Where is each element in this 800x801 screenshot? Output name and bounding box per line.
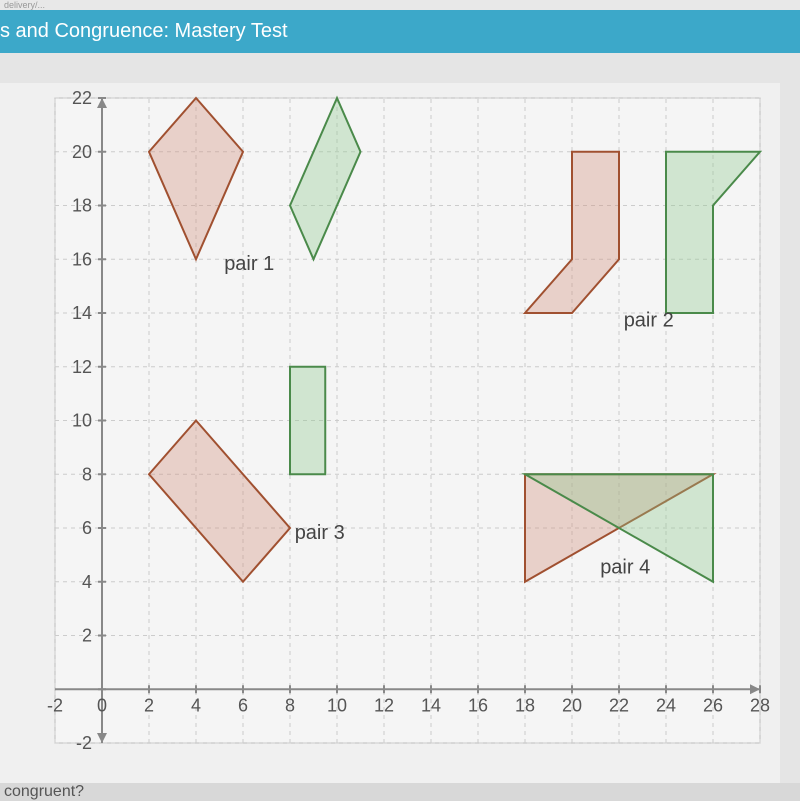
x-tick-label: 0 [97,695,107,715]
x-tick-label: 18 [515,695,535,715]
x-tick-label: 14 [421,695,441,715]
x-tick-label: 4 [191,695,201,715]
y-tick-label: 22 [72,88,92,108]
y-tick-label: 12 [72,357,92,377]
x-tick-label: 12 [374,695,394,715]
x-tick-label: 22 [609,695,629,715]
y-tick-label: 10 [72,411,92,431]
x-tick-label: 10 [327,695,347,715]
x-tick-label: 6 [238,695,248,715]
y-tick-label: 6 [82,518,92,538]
cropped-question-text: congruent? [0,783,800,801]
y-tick-label: 8 [82,464,92,484]
y-tick-label: 2 [82,626,92,646]
pair1-label: pair 1 [224,253,274,275]
svg-text:-2: -2 [76,733,92,753]
y-tick-label: 4 [82,572,92,592]
x-tick-label: 16 [468,695,488,715]
y-tick-label: 14 [72,303,92,323]
pair3-green-rect [290,367,325,475]
content-area: 0246810121416182022242628-22468101214161… [0,53,800,783]
y-tick-label: 16 [72,249,92,269]
browser-url-fragment: delivery/... [0,0,800,10]
page-title: s and Congruence: Mastery Test [0,10,800,53]
y-tick-label: 18 [72,196,92,216]
pair4-label: pair 4 [600,557,650,579]
coordinate-graph: 0246810121416182022242628-22468101214161… [0,83,780,783]
y-tick-label: 20 [72,142,92,162]
x-tick-label: 8 [285,695,295,715]
pair3-label: pair 3 [295,522,345,544]
svg-text:-2: -2 [47,695,63,715]
pair2-label: pair 2 [624,309,674,331]
x-tick-label: 20 [562,695,582,715]
x-tick-label: 26 [703,695,723,715]
x-tick-label: 24 [656,695,676,715]
graph-svg: 0246810121416182022242628-22468101214161… [0,83,780,783]
x-tick-label: 2 [144,695,154,715]
x-tick-label: 28 [750,695,770,715]
